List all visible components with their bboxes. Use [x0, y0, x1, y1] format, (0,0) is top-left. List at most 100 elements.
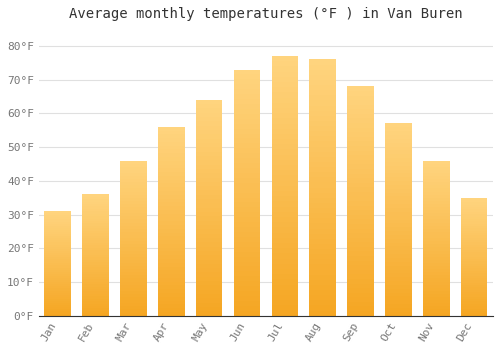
Bar: [348, 247, 374, 251]
Bar: [120, 263, 146, 266]
Bar: [120, 188, 146, 191]
Bar: [120, 223, 146, 226]
Bar: [423, 263, 450, 266]
Bar: [272, 66, 298, 72]
Bar: [44, 259, 71, 261]
Bar: [385, 166, 411, 170]
Bar: [385, 170, 411, 174]
Bar: [423, 288, 450, 291]
Bar: [310, 100, 336, 106]
Bar: [310, 147, 336, 152]
Bar: [44, 278, 71, 280]
Bar: [44, 266, 71, 268]
Bar: [234, 173, 260, 178]
Bar: [120, 167, 146, 170]
Bar: [44, 312, 71, 314]
Bar: [82, 243, 109, 245]
Bar: [44, 240, 71, 243]
Bar: [234, 119, 260, 124]
Bar: [234, 202, 260, 207]
Bar: [234, 79, 260, 84]
Bar: [196, 277, 222, 281]
Bar: [44, 295, 71, 297]
Bar: [423, 294, 450, 297]
Bar: [234, 301, 260, 306]
Bar: [385, 266, 411, 270]
Bar: [234, 311, 260, 316]
Bar: [196, 299, 222, 303]
Bar: [461, 236, 487, 238]
Bar: [348, 265, 374, 270]
Bar: [310, 167, 336, 172]
Bar: [423, 173, 450, 176]
Bar: [158, 157, 184, 161]
Bar: [272, 134, 298, 139]
Bar: [385, 243, 411, 246]
Bar: [44, 314, 71, 316]
Bar: [82, 245, 109, 248]
Bar: [158, 221, 184, 225]
Bar: [120, 297, 146, 300]
Bar: [272, 269, 298, 274]
Bar: [82, 197, 109, 199]
Bar: [158, 297, 184, 301]
Bar: [196, 229, 222, 234]
Bar: [234, 128, 260, 133]
Bar: [196, 286, 222, 290]
Bar: [385, 204, 411, 208]
Bar: [385, 308, 411, 312]
Bar: [234, 266, 260, 271]
Bar: [461, 238, 487, 240]
Bar: [348, 128, 374, 132]
Bar: [44, 268, 71, 270]
Bar: [310, 172, 336, 177]
Bar: [272, 191, 298, 196]
Bar: [385, 177, 411, 181]
Bar: [423, 269, 450, 272]
Bar: [44, 307, 71, 309]
Bar: [234, 222, 260, 227]
Bar: [44, 245, 71, 247]
Bar: [158, 214, 184, 217]
Bar: [348, 270, 374, 274]
Bar: [234, 158, 260, 163]
Bar: [348, 284, 374, 288]
Bar: [461, 226, 487, 228]
Bar: [310, 285, 336, 290]
Bar: [158, 289, 184, 293]
Bar: [423, 195, 450, 198]
Bar: [44, 303, 71, 305]
Bar: [348, 150, 374, 155]
Bar: [158, 217, 184, 221]
Bar: [196, 104, 222, 108]
Bar: [423, 207, 450, 210]
Bar: [385, 246, 411, 250]
Bar: [423, 226, 450, 229]
Bar: [272, 98, 298, 103]
Bar: [348, 251, 374, 256]
Bar: [423, 176, 450, 179]
Bar: [120, 260, 146, 263]
Bar: [158, 146, 184, 149]
Bar: [461, 233, 487, 236]
Bar: [196, 221, 222, 225]
Bar: [158, 168, 184, 172]
Bar: [196, 186, 222, 190]
Bar: [234, 183, 260, 188]
Bar: [120, 279, 146, 281]
Bar: [158, 164, 184, 168]
Bar: [461, 309, 487, 311]
Bar: [385, 285, 411, 289]
Bar: [120, 272, 146, 275]
Bar: [120, 291, 146, 294]
Bar: [423, 238, 450, 241]
Bar: [385, 281, 411, 285]
Bar: [158, 267, 184, 270]
Bar: [272, 201, 298, 206]
Bar: [120, 204, 146, 207]
Bar: [158, 183, 184, 187]
Bar: [461, 297, 487, 299]
Bar: [82, 287, 109, 289]
Bar: [272, 300, 298, 305]
Bar: [385, 139, 411, 143]
